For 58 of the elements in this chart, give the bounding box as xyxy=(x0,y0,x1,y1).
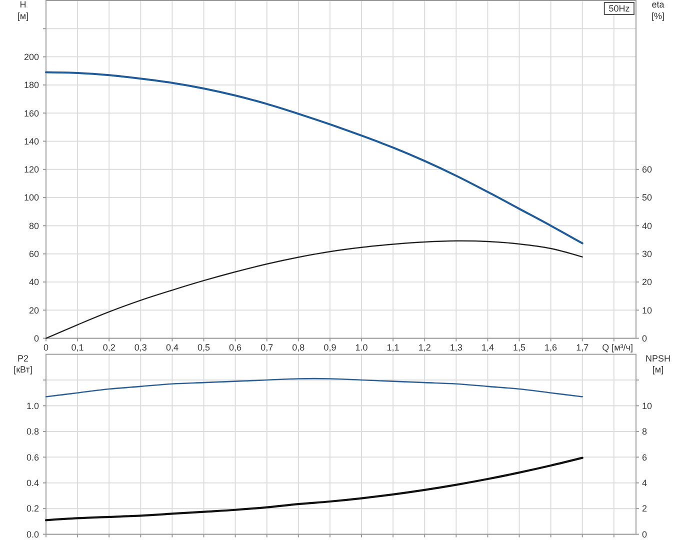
y-tick-label: 160 xyxy=(24,108,39,118)
x-tick-label: 1,2 xyxy=(418,342,431,352)
x-tick-label: 0,3 xyxy=(134,342,147,352)
y-tick-label: 0.6 xyxy=(26,452,39,462)
y2-tick-label: 60 xyxy=(642,164,652,175)
y-tick-label: 0.4 xyxy=(26,478,39,488)
y2-tick-label: 8 xyxy=(642,426,648,437)
y-tick-label: 40 xyxy=(28,277,39,288)
line-series xyxy=(45,240,583,339)
x-tick-label: 0,9 xyxy=(324,342,336,352)
y-tick-label: 80 xyxy=(28,220,39,231)
y2-tick-label: 40 xyxy=(642,220,652,231)
x-tick-label: 1.0 xyxy=(355,342,368,352)
y2-tick-label: 6 xyxy=(642,452,648,462)
y2-tick-label: 0 xyxy=(642,529,648,540)
x-tick-label: 0,7 xyxy=(260,342,274,352)
y-tick-label: 0.0 xyxy=(26,529,39,540)
y2-axis-title: eta [%] xyxy=(651,0,665,21)
y-axis-title: H [м] xyxy=(17,0,29,21)
y-tick-label: 0.8 xyxy=(26,426,39,437)
y-axis-title: P2 [кВт] xyxy=(14,353,32,375)
line-series xyxy=(45,71,584,244)
y-tick-label: 1.0 xyxy=(26,400,39,411)
x-tick-label: 0,8 xyxy=(292,342,305,352)
y2-tick-label: 2 xyxy=(642,504,648,514)
x-tick-label: 0,1 xyxy=(71,342,84,352)
y-tick-label: 100 xyxy=(24,192,39,203)
y2-axis-title: NPSH [м] xyxy=(645,353,671,375)
y2-tick-label: 20 xyxy=(642,277,652,288)
y-tick-label: 180 xyxy=(24,80,39,90)
y-tick-label: 120 xyxy=(24,164,39,175)
line-series xyxy=(44,456,584,522)
x-tick-label: 1,7 xyxy=(576,342,589,352)
x-tick-label: 1,5 xyxy=(513,342,526,352)
x-tick-label: 0,2 xyxy=(102,342,116,352)
x-tick-label: 0,4 xyxy=(166,342,178,352)
y2-tick-label: 0 xyxy=(642,333,648,344)
y-tick-label: 60 xyxy=(28,249,39,259)
x-axis-title: Q [м³/ч] xyxy=(602,342,633,352)
y-tick-label: 20 xyxy=(28,305,39,316)
y-tick-label: 0.2 xyxy=(26,504,39,514)
y-tick-label: 200 xyxy=(24,52,39,62)
x-tick-label: 1,6 xyxy=(544,342,558,352)
y-tick-label: 0 xyxy=(34,333,39,344)
y2-tick-label: 50 xyxy=(642,192,652,203)
annotation: 50Hz xyxy=(608,4,630,14)
x-tick-label: 1,4 xyxy=(481,342,494,352)
x-tick-label: 1,3 xyxy=(450,342,462,352)
y-tick-label: 140 xyxy=(24,136,39,146)
y2-tick-label: 4 xyxy=(642,478,648,488)
x-tick-label: 1,1 xyxy=(386,342,400,352)
x-tick-label: 0,6 xyxy=(229,342,242,352)
line-series xyxy=(45,378,584,398)
y2-tick-label: 30 xyxy=(642,249,652,259)
x-tick-label: 0 xyxy=(43,342,49,352)
x-tick-label: 0,5 xyxy=(197,342,210,352)
y2-tick-label: 10 xyxy=(642,400,652,411)
y2-tick-label: 10 xyxy=(642,305,652,316)
